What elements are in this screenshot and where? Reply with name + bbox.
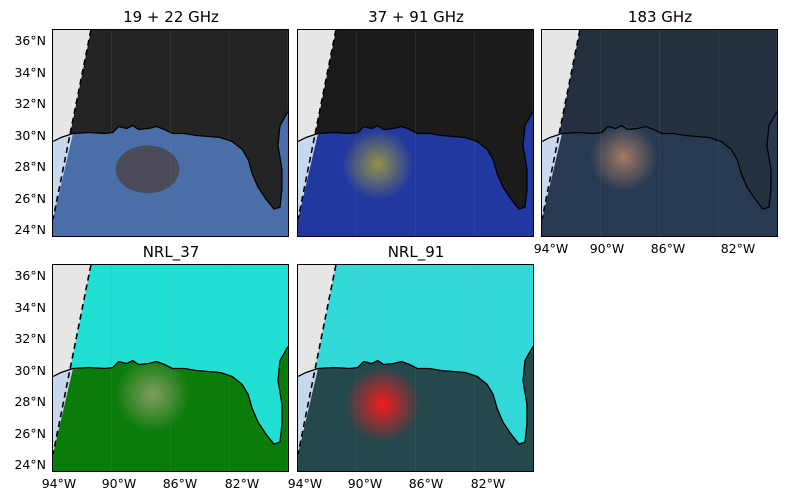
lon-tick-94w: 94°W	[287, 476, 323, 491]
lon-tick-82w: 82°W	[224, 476, 260, 491]
ocean-outside-swath	[542, 133, 562, 220]
coastline	[298, 111, 533, 210]
swath-edge	[542, 30, 581, 220]
lat-tick-26n: 26°N	[14, 426, 46, 441]
lon-tick-82w: 82°W	[720, 241, 756, 256]
storm-signature	[115, 145, 180, 194]
map-panel-19-22ghz	[52, 29, 289, 237]
swath-edge	[298, 30, 337, 220]
lon-tick-86w: 86°W	[408, 476, 444, 491]
lat-tick-32n: 32°N	[14, 96, 46, 111]
coastline	[542, 111, 777, 210]
swath-edge	[53, 265, 92, 455]
swath-edge	[298, 265, 337, 455]
map-canvas	[298, 30, 533, 236]
lat-tick-34n: 34°N	[14, 300, 46, 315]
panel-title-183ghz: 183 GHz	[627, 8, 693, 26]
lat-tick-28n: 28°N	[14, 394, 46, 409]
lon-tick-86w: 86°W	[162, 476, 198, 491]
lat-tick-30n: 30°N	[14, 128, 46, 143]
coastline	[298, 346, 533, 445]
map-panel-183ghz	[541, 29, 778, 237]
panel-title-37-91ghz: 37 + 91 GHz	[368, 8, 464, 26]
lat-tick-36n: 36°N	[14, 33, 46, 48]
lon-tick-94w: 94°W	[533, 241, 569, 256]
lat-tick-30n: 30°N	[14, 363, 46, 378]
lon-tick-86w: 86°W	[650, 241, 686, 256]
lat-tick-28n: 28°N	[14, 159, 46, 174]
lon-tick-94w: 94°W	[41, 476, 77, 491]
storm-signature	[341, 128, 414, 201]
ocean-outside-swath	[53, 133, 73, 220]
lat-tick-26n: 26°N	[14, 191, 46, 206]
map-panel-nrl37	[52, 264, 289, 472]
lon-tick-90w: 90°W	[347, 476, 383, 491]
map-panel-37-91ghz	[297, 29, 534, 237]
panel-title-nrl91: NRL_91	[387, 243, 445, 261]
panel-title-19-22ghz: 19 + 22 GHz	[123, 8, 219, 26]
map-canvas	[298, 265, 533, 471]
storm-signature	[114, 356, 191, 433]
coastline	[53, 111, 288, 210]
ocean-outside-swath	[53, 368, 73, 455]
lon-tick-90w: 90°W	[589, 241, 625, 256]
storm-signature	[344, 366, 421, 443]
lon-tick-82w: 82°W	[470, 476, 506, 491]
storm-signature	[589, 123, 658, 192]
coastline	[53, 346, 288, 445]
map-panel-nrl91	[297, 264, 534, 472]
outside-swath	[542, 30, 580, 220]
swath-edge	[53, 30, 92, 220]
lat-tick-32n: 32°N	[14, 331, 46, 346]
lon-tick-90w: 90°W	[101, 476, 137, 491]
lat-tick-34n: 34°N	[14, 65, 46, 80]
map-canvas	[542, 30, 777, 236]
map-canvas	[53, 265, 288, 471]
panel-title-nrl37: NRL_37	[142, 243, 200, 261]
lat-tick-24n: 24°N	[14, 222, 46, 237]
map-canvas	[53, 30, 288, 236]
lat-tick-36n: 36°N	[14, 268, 46, 283]
lat-tick-24n: 24°N	[14, 457, 46, 472]
